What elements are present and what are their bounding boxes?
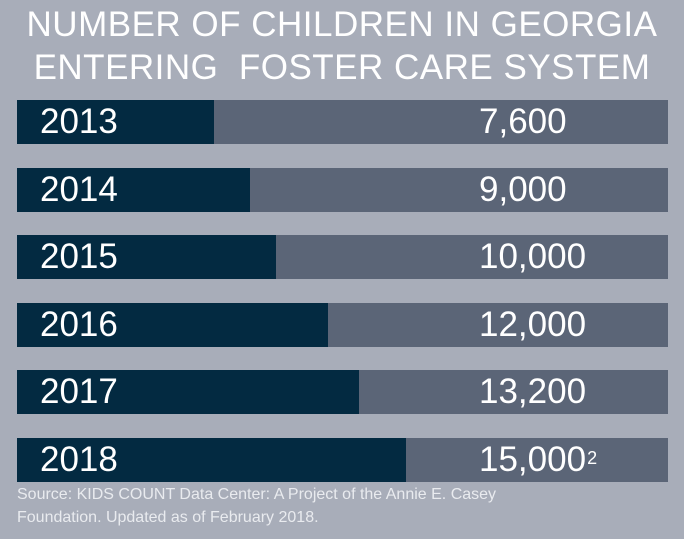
bar-2015 — [17, 235, 277, 279]
bar-value-label: 12,000 — [479, 303, 586, 347]
bar-year-label: 2018 — [40, 439, 118, 479]
source-note: Source: KIDS COUNT Data Center: A Projec… — [17, 483, 667, 529]
bar-2017 — [17, 370, 360, 414]
bar-value-text: 7,600 — [479, 102, 567, 141]
bar-value-label: 13,200 — [479, 370, 586, 414]
bar-row-2013: 2013 7,600 — [17, 100, 668, 144]
bar-2014 — [17, 167, 251, 212]
footnote-marker: 2 — [587, 447, 598, 468]
bar-year-label: 2016 — [40, 304, 118, 344]
bar-2016 — [17, 302, 329, 347]
bar-row-2017: 2017 13,200 — [17, 370, 668, 414]
bar-value-label: 7,600 — [479, 100, 567, 144]
bar-row-2015: 2015 10,000 — [17, 235, 668, 279]
bar-value-text: 9,000 — [479, 169, 567, 209]
bar-value-text: 13,200 — [479, 372, 587, 411]
bar-year-label: 2017 — [40, 372, 118, 411]
bar-row-2016: 2016 12,000 — [17, 302, 668, 347]
bar-value-text: 12,000 — [479, 304, 587, 344]
bar-row-2014: 2014 9,000 — [17, 167, 668, 212]
bar-value-text: 10,000 — [479, 237, 587, 276]
chart-title-line-2: ENTERING FOSTER CARE SYSTEM — [33, 48, 651, 87]
chart-title-line-1: NUMBER OF CHILDREN IN GEORGIA — [26, 5, 658, 44]
bar-2013 — [17, 100, 215, 144]
bar-value-label: 15,0002 — [479, 438, 597, 482]
bar-row-2018: 2018 15,0002 — [17, 437, 668, 482]
bar-value-label: 10,000 — [479, 235, 586, 279]
bar-value-label: 9,000 — [479, 168, 567, 212]
bar-value-text: 15,000 — [479, 439, 587, 479]
source-line-1: Source: KIDS COUNT Data Center: A Projec… — [17, 486, 497, 503]
bar-2018 — [17, 437, 406, 482]
bar-year-label: 2015 — [40, 237, 118, 276]
bar-year-label: 2014 — [40, 169, 118, 209]
bar-year-label: 2013 — [40, 102, 118, 141]
source-line-2: Foundation. Updated as of February 2018. — [17, 509, 319, 526]
